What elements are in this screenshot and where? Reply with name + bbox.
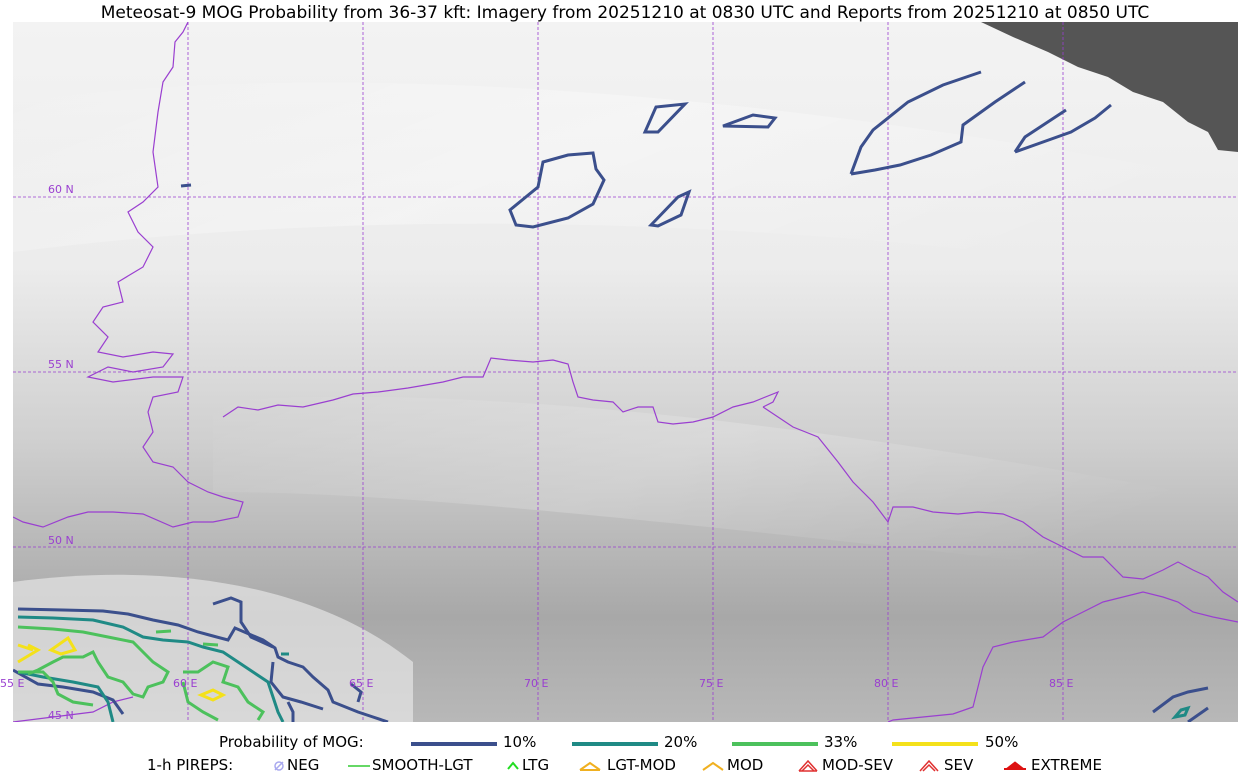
pirep-sev-label: SEV [944, 756, 974, 774]
lat-label: 45 N [48, 709, 74, 722]
contour-33 [155, 629, 172, 634]
probability-legend: Probability of MOG: 10% 20% 33% 50% [0, 733, 1250, 753]
border-south [13, 696, 134, 722]
contour-20 [1171, 705, 1191, 720]
contour-10 [13, 668, 125, 715]
mog-contours-southeast [1152, 686, 1209, 722]
contour-20 [17, 615, 285, 722]
cloud-band [213, 396, 1238, 582]
lat-label: 60 N [48, 183, 74, 196]
prob-10-label: 10% [503, 733, 537, 751]
pirep-legend-title: 1-h PIREPS: [147, 756, 234, 774]
prob-50-swatch [892, 742, 978, 746]
sev-icon [919, 759, 939, 772]
ltg-icon [507, 761, 519, 770]
contour-33 [183, 660, 266, 721]
prob-33-swatch [732, 742, 818, 746]
contour-10 [286, 701, 295, 722]
country-borders [13, 22, 1238, 722]
prob-20-swatch [572, 742, 658, 746]
pirep-legend: 1-h PIREPS: NEG SMOOTH-LGT LTG LGT-MOD M… [0, 756, 1250, 776]
lgt-mod-icon [579, 761, 601, 771]
lat-label: 50 N [48, 534, 74, 547]
cloud-band [13, 82, 1238, 282]
mod-icon [702, 761, 724, 771]
prob-10-swatch [411, 742, 497, 746]
lon-label: 70 E [524, 677, 549, 690]
pirep-neg-label: NEG [287, 756, 320, 774]
contour-10 [1187, 706, 1209, 722]
map-canvas [13, 22, 1238, 722]
map-title: Meteosat-9 MOG Probability from 36-37 kf… [100, 3, 1150, 23]
pirep-extreme-label: EXTREME [1031, 756, 1102, 774]
lon-label: 65 E [349, 677, 374, 690]
prob-20-label: 20% [664, 733, 698, 751]
mod-sev-icon [798, 759, 818, 772]
contour-10 [647, 189, 692, 228]
contour-20 [17, 670, 115, 722]
contour-33 [17, 625, 170, 699]
contour-50 [47, 635, 78, 656]
prob-50-label: 50% [985, 733, 1019, 751]
pirep-smooth-lgt-label: SMOOTH-LGT [372, 756, 473, 774]
contour-50 [197, 688, 227, 702]
lake-feature [180, 183, 192, 188]
lon-label: 80 E [874, 677, 899, 690]
neg-icon [274, 761, 284, 771]
contour-10 [1013, 103, 1112, 154]
contour-10 [269, 661, 324, 711]
mog-10-contours [508, 70, 1112, 229]
contour-10 [17, 607, 389, 722]
contour-33 [18, 670, 94, 707]
contour-10 [350, 682, 363, 703]
smooth-lgt-icon [348, 765, 370, 767]
contour-10 [849, 70, 1026, 176]
prob-33-label: 33% [824, 733, 858, 751]
contour-10 [1152, 686, 1209, 714]
pirep-ltg-label: LTG [522, 756, 550, 774]
border-china-mongolia [887, 591, 1238, 722]
probability-legend-title: Probability of MOG: [219, 733, 364, 751]
contour-10 [212, 596, 274, 649]
contour-10 [722, 113, 778, 129]
border-russia-kazakhstan-west [13, 22, 244, 528]
border-russia-kazakhstan-north [222, 357, 780, 425]
pirep-lgt-mod-label: LGT-MOD [607, 756, 676, 774]
border-kazakhstan-china [762, 406, 1238, 603]
contour-33 [181, 681, 219, 722]
satellite-map [13, 22, 1238, 722]
lon-label: 75 E [699, 677, 724, 690]
contour-10 [508, 151, 606, 229]
lat-label: 55 N [48, 358, 74, 371]
lon-label: 55 E [0, 677, 25, 690]
contour-10 [642, 102, 689, 134]
contour-50 [17, 643, 42, 664]
extreme-icon [1004, 761, 1026, 770]
no-data-region [981, 22, 1238, 152]
lon-label: 60 E [173, 677, 198, 690]
pirep-mod-sev-label: MOD-SEV [822, 756, 893, 774]
pirep-mod-label: MOD [727, 756, 764, 774]
lon-label: 85 E [1049, 677, 1074, 690]
lat-lon-grid [13, 22, 1238, 722]
mog-contours-southwest [13, 596, 389, 722]
contour-33 [202, 642, 219, 647]
